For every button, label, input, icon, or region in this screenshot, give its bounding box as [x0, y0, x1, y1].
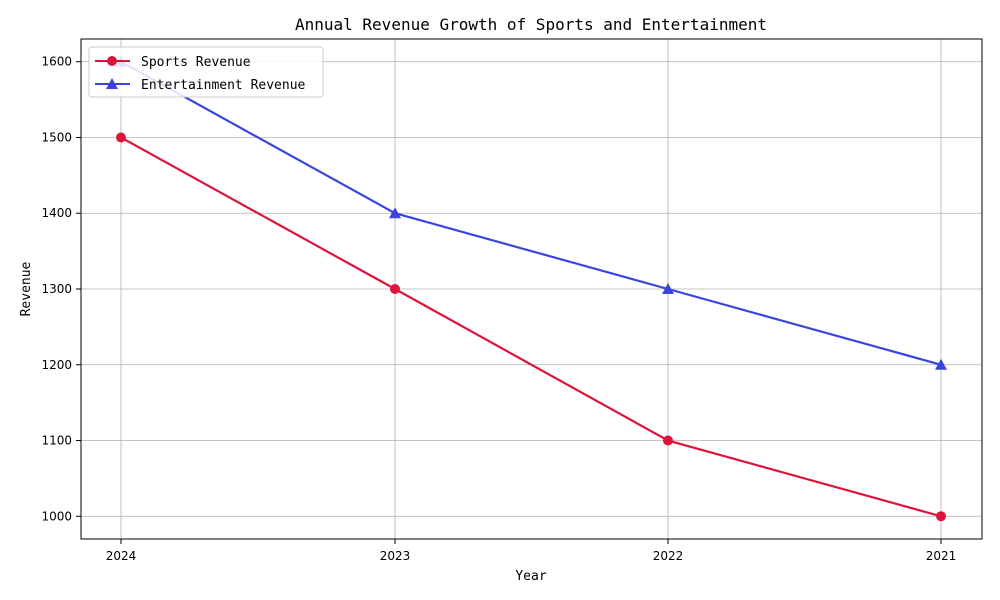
chart-title: Annual Revenue Growth of Sports and Ente…	[295, 15, 767, 34]
data-point	[936, 511, 946, 522]
data-point	[390, 284, 400, 294]
x-tick-label: 2024	[106, 549, 137, 563]
data-point	[935, 358, 947, 370]
series-entertainment	[115, 55, 947, 370]
legend-item-sports: Sports Revenue	[95, 55, 251, 70]
y-tick-label: 1000	[41, 509, 72, 523]
legend-box	[88, 46, 324, 98]
x-tick-label: 2021	[926, 549, 957, 563]
y-tick-label: 1200	[41, 358, 72, 372]
x-axis-label: Year	[515, 569, 546, 584]
y-axis-label: Revenue	[19, 261, 34, 316]
x-tick-label: 2022	[653, 549, 684, 563]
data-point	[662, 283, 674, 294]
y-tick-label: 1600	[41, 55, 72, 69]
y-tick-label: 1300	[41, 282, 72, 296]
y-tick-label: 1100	[41, 434, 72, 448]
data-point	[663, 435, 673, 446]
y-tick-label: 1400	[41, 206, 72, 220]
series-line	[120, 136, 942, 518]
series-line	[120, 60, 942, 366]
data-point	[389, 207, 401, 219]
legend: Sports Revenue Entertainment Revenue	[88, 46, 324, 98]
legend-marker-entertainment	[106, 78, 118, 89]
legend-marker-sports	[107, 56, 117, 66]
legend-label-entertainment: Entertainment Revenue	[141, 78, 306, 93]
series-sports	[116, 132, 946, 522]
data-point	[116, 132, 126, 143]
x-tick-label: 2023	[380, 549, 411, 563]
y-tick-label: 1500	[41, 130, 72, 144]
series-layer	[115, 55, 947, 522]
legend-label-sports: Sports Revenue	[141, 55, 251, 70]
axis-ticks: 2024 2023 2022 2021 1000 1100 1200 1300 1400 1500…	[41, 55, 956, 563]
legend-item-entertainment: Entertainment Revenue	[95, 78, 306, 93]
